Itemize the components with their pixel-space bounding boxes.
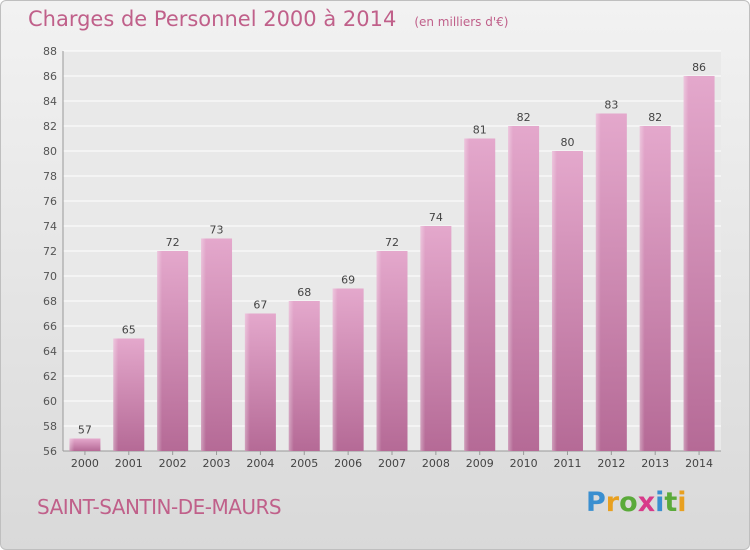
x-tick-label: 2000 <box>71 457 99 470</box>
bar-highlight <box>595 113 601 451</box>
bar <box>376 251 408 451</box>
bar-value-label: 67 <box>253 299 267 312</box>
y-tick-label: 62 <box>43 370 57 383</box>
bar-value-label: 72 <box>166 236 180 249</box>
bar-value-label: 82 <box>648 111 662 124</box>
bar-highlight <box>113 338 119 451</box>
bar-highlight <box>376 251 382 451</box>
x-tick-label: 2009 <box>466 457 494 470</box>
bar <box>157 251 189 451</box>
bar-highlight <box>683 76 689 451</box>
bar-value-label: 81 <box>473 124 487 137</box>
y-tick-label: 76 <box>43 195 57 208</box>
bar-value-label: 72 <box>385 236 399 249</box>
bar-highlight <box>464 138 470 451</box>
x-tick-label: 2007 <box>378 457 406 470</box>
bar <box>508 126 540 451</box>
y-tick-label: 72 <box>43 245 57 258</box>
x-tick-label: 2004 <box>246 457 274 470</box>
y-tick-label: 66 <box>43 320 57 333</box>
chart-subtitle: (en milliers d'€) <box>414 15 509 29</box>
x-tick-label: 2005 <box>290 457 318 470</box>
chart-title: Charges de Personnel 2000 à 2014 (en mill… <box>28 7 508 31</box>
bar-highlight <box>639 126 645 451</box>
x-tick-label: 2010 <box>510 457 538 470</box>
x-tick-label: 2012 <box>597 457 625 470</box>
chart-title-text: Charges de Personnel 2000 à 2014 <box>28 7 397 31</box>
y-tick-label: 80 <box>43 145 57 158</box>
bar <box>332 288 364 451</box>
bar <box>551 151 583 451</box>
bar-value-label: 57 <box>78 424 92 437</box>
y-tick-label: 68 <box>43 295 57 308</box>
bar-highlight <box>244 313 250 451</box>
bar <box>288 301 320 451</box>
bar <box>464 138 496 451</box>
bar-value-label: 80 <box>560 136 574 149</box>
y-tick-label: 70 <box>43 270 57 283</box>
x-tick-label: 2006 <box>334 457 362 470</box>
bar <box>683 76 715 451</box>
bar-highlight <box>508 126 514 451</box>
proxiti-logo: Proxiti <box>586 487 687 518</box>
bar-highlight <box>551 151 557 451</box>
y-tick-label: 86 <box>43 70 57 83</box>
bar <box>639 126 671 451</box>
bar-value-label: 74 <box>429 211 443 224</box>
bar-highlight <box>420 226 426 451</box>
y-tick-label: 60 <box>43 395 57 408</box>
bar <box>69 438 101 451</box>
bar-value-label: 73 <box>210 224 224 237</box>
bar-value-label: 86 <box>692 61 706 74</box>
bar <box>420 226 452 451</box>
bar-highlight <box>288 301 294 451</box>
bar-highlight <box>332 288 338 451</box>
x-tick-label: 2013 <box>641 457 669 470</box>
x-tick-label: 2003 <box>203 457 231 470</box>
y-tick-label: 64 <box>43 345 57 358</box>
bar <box>595 113 627 451</box>
x-tick-label: 2008 <box>422 457 450 470</box>
x-tick-label: 2002 <box>159 457 187 470</box>
bar-value-label: 68 <box>297 286 311 299</box>
y-tick-label: 84 <box>43 95 57 108</box>
x-tick-label: 2001 <box>115 457 143 470</box>
bar-highlight <box>157 251 163 451</box>
y-tick-label: 82 <box>43 120 57 133</box>
commune-name: SAINT-SANTIN-DE-MAURS <box>37 495 282 519</box>
bar <box>244 313 276 451</box>
y-tick-label: 58 <box>43 420 57 433</box>
y-tick-label: 78 <box>43 170 57 183</box>
bar <box>113 338 145 451</box>
y-tick-label: 56 <box>43 445 57 458</box>
y-tick-label: 74 <box>43 220 57 233</box>
y-tick-label: 88 <box>43 45 57 58</box>
bar <box>201 238 233 451</box>
bar-value-label: 82 <box>517 111 531 124</box>
bar-value-label: 65 <box>122 324 136 337</box>
x-tick-label: 2014 <box>685 457 713 470</box>
bar-highlight <box>69 438 75 451</box>
bar-highlight <box>201 238 207 451</box>
bar-value-label: 83 <box>604 99 618 112</box>
x-tick-label: 2011 <box>553 457 581 470</box>
bar-value-label: 69 <box>341 274 355 287</box>
